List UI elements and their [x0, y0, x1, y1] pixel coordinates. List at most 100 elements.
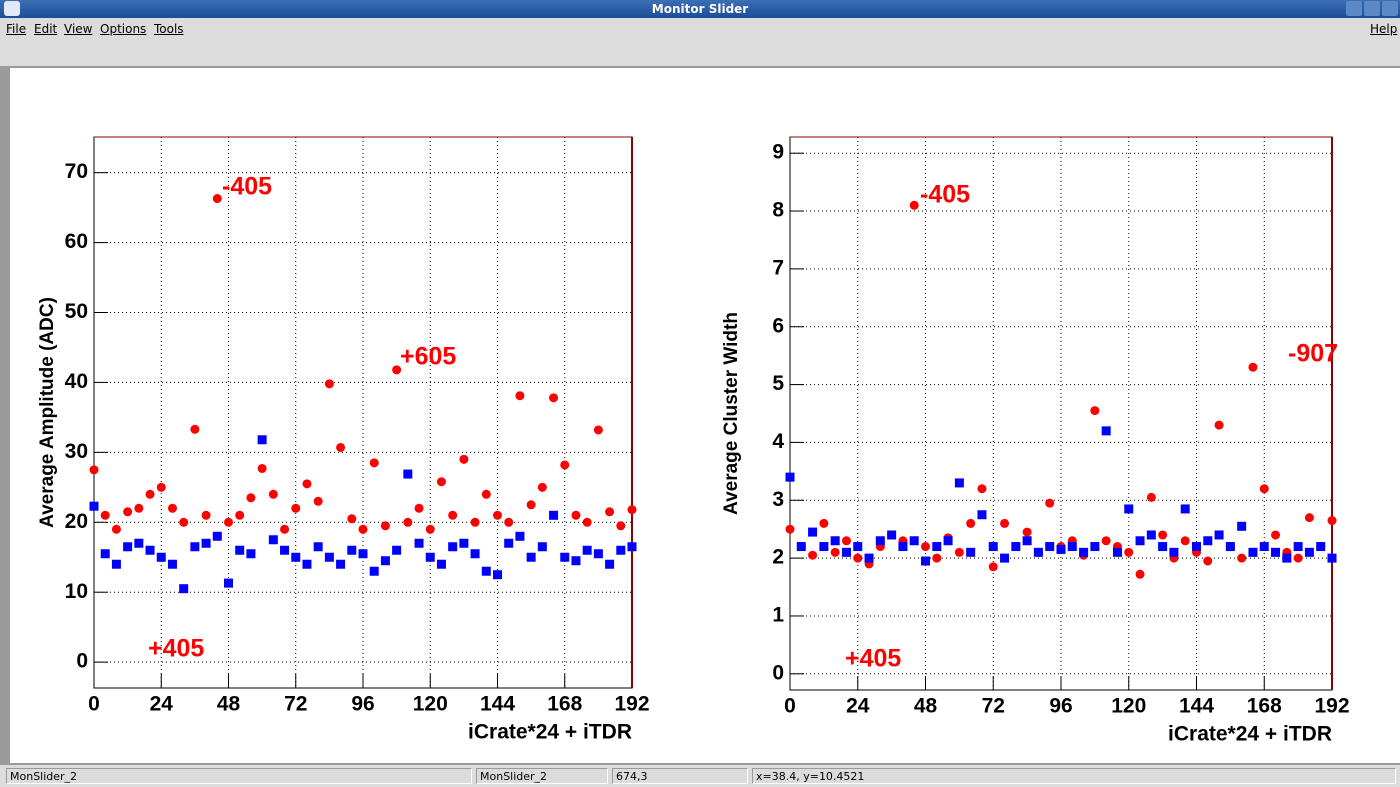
x-tick-label: 96	[1049, 695, 1072, 718]
point	[257, 463, 267, 473]
menu-item[interactable]: Options	[100, 22, 147, 36]
maximize-button[interactable]	[1364, 1, 1380, 16]
point	[504, 538, 514, 548]
point	[100, 549, 110, 559]
point	[481, 489, 491, 499]
x-axis-title: iCrate*24 + iTDR	[468, 721, 632, 744]
point	[988, 562, 998, 572]
y-tick-label: 0	[772, 661, 784, 684]
point	[336, 442, 346, 452]
menu-item[interactable]: Tools	[154, 22, 184, 36]
menu-item[interactable]: Edit	[34, 22, 58, 36]
status-field: 674,3	[612, 768, 748, 784]
x-tick-label: 120	[413, 693, 448, 716]
point	[358, 549, 368, 559]
point	[336, 559, 346, 569]
point	[616, 521, 626, 531]
point	[89, 465, 99, 475]
point	[201, 538, 211, 548]
annotation: +405	[845, 645, 901, 673]
point	[819, 518, 829, 528]
point	[280, 545, 290, 555]
y-tick-label: 50	[65, 300, 88, 323]
point	[605, 507, 615, 517]
point	[459, 538, 469, 548]
x-tick-label: 48	[217, 693, 241, 716]
y-axis-title: Average Amplitude (ADC)	[37, 297, 58, 528]
x-tick-label: 24	[846, 695, 870, 718]
point	[1316, 542, 1326, 552]
y-tick-label: 10	[65, 580, 88, 603]
point	[246, 549, 256, 559]
point	[470, 549, 480, 559]
point	[898, 542, 908, 552]
point	[224, 578, 233, 588]
point	[1124, 504, 1134, 514]
point	[448, 510, 458, 520]
point	[1056, 544, 1066, 554]
point	[932, 542, 942, 552]
point	[190, 424, 200, 434]
y-tick-label: 30	[65, 440, 88, 463]
point	[1304, 547, 1314, 557]
point	[932, 553, 942, 563]
point	[1011, 542, 1021, 552]
point	[515, 391, 525, 401]
point	[1293, 542, 1303, 552]
point	[921, 542, 930, 552]
point	[1101, 536, 1111, 546]
menu-item[interactable]: File	[6, 22, 27, 36]
y-tick-label: 4	[772, 430, 784, 453]
point	[582, 517, 592, 527]
point	[425, 552, 435, 562]
point	[224, 517, 233, 527]
point	[1146, 492, 1156, 502]
y-tick-label: 70	[65, 160, 88, 183]
menu-item[interactable]: View	[64, 22, 93, 36]
point	[830, 536, 840, 546]
point	[1259, 542, 1269, 552]
y-tick-label: 20	[65, 510, 88, 533]
app-icon	[4, 1, 20, 16]
point	[1169, 547, 1179, 557]
point	[988, 542, 998, 552]
point	[235, 545, 245, 555]
status-field: MonSlider_2	[6, 768, 472, 784]
point	[954, 478, 964, 488]
window-buttons	[1344, 1, 1398, 21]
minimize-button[interactable]	[1346, 1, 1362, 16]
point	[123, 542, 133, 552]
annotation: +605	[400, 343, 456, 371]
point	[313, 496, 323, 506]
close-button[interactable]	[1382, 1, 1398, 16]
point	[537, 542, 547, 552]
annotation: -405	[920, 181, 970, 209]
status-field: MonSlider_2	[476, 768, 608, 784]
point	[448, 542, 458, 552]
annotation: +405	[148, 635, 204, 663]
point	[853, 553, 863, 563]
annotation: -405	[222, 173, 272, 201]
point	[1112, 547, 1122, 557]
x-tick-label: 192	[1314, 695, 1349, 718]
point	[841, 547, 851, 557]
point	[864, 553, 874, 563]
point	[1045, 542, 1055, 552]
point	[1327, 516, 1337, 526]
y-tick-label: 9	[772, 141, 784, 164]
point	[966, 547, 976, 557]
point	[414, 538, 424, 548]
point	[324, 552, 334, 562]
point	[1214, 530, 1224, 540]
point	[1237, 553, 1247, 563]
point	[257, 435, 267, 445]
point	[830, 547, 840, 557]
point	[616, 545, 626, 555]
point	[493, 570, 502, 580]
menu-item[interactable]: Help	[1370, 22, 1398, 36]
x-tick-label: 96	[351, 693, 374, 716]
point	[212, 194, 222, 204]
point	[268, 489, 278, 499]
point	[593, 549, 603, 559]
point	[201, 510, 211, 520]
